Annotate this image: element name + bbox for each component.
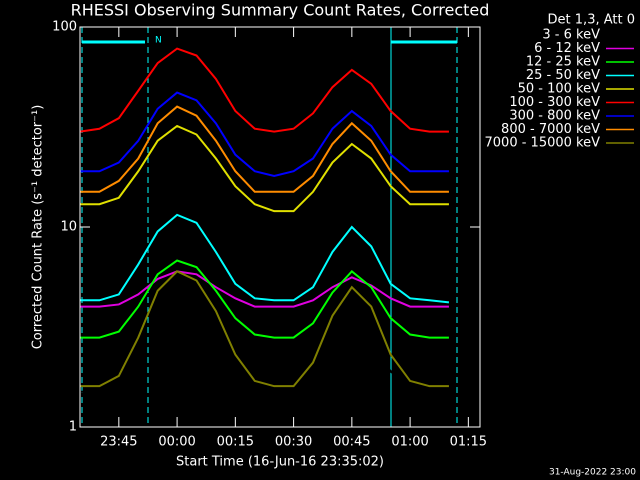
annotation: N bbox=[155, 36, 162, 46]
legend-label: 6 - 12 keV bbox=[534, 41, 600, 56]
chart-title: RHESSI Observing Summary Count Rates, Co… bbox=[71, 1, 490, 20]
legend-label: 12 - 25 keV bbox=[526, 55, 600, 70]
legend-title: Det 1,3, Att 0 bbox=[548, 13, 635, 28]
footer: 31-Aug-2022 23:00 bbox=[549, 468, 636, 478]
series-line bbox=[80, 213, 450, 304]
y-axis-label: Corrected Count Rate (s⁻¹ detector⁻¹) bbox=[31, 105, 46, 350]
y-tick-label: 10 bbox=[60, 220, 77, 235]
legend-label: 25 - 50 keV bbox=[526, 68, 600, 83]
legend-label: 3 - 6 keV bbox=[542, 28, 600, 43]
x-tick-label: 00:45 bbox=[333, 435, 370, 450]
x-tick-label: 00:30 bbox=[275, 435, 312, 450]
x-tick-label: 01:00 bbox=[391, 435, 428, 450]
series-line bbox=[79, 47, 449, 133]
series-line bbox=[80, 91, 449, 177]
y-tick-label: 100 bbox=[52, 20, 77, 35]
legend-label: 100 - 300 keV bbox=[509, 95, 600, 110]
series-line bbox=[80, 259, 449, 339]
x-tick-label: 23:45 bbox=[100, 435, 137, 450]
series-line bbox=[80, 317, 449, 393]
legend-label: 7000 - 15000 keV bbox=[485, 136, 601, 151]
series-line bbox=[80, 124, 449, 213]
legend-label: 300 - 800 keV bbox=[509, 109, 600, 124]
legend-label: 50 - 100 keV bbox=[518, 82, 601, 97]
y-tick-label: 1 bbox=[69, 420, 77, 435]
series-line bbox=[80, 270, 449, 308]
series-line bbox=[80, 270, 449, 388]
plot-area bbox=[79, 47, 450, 393]
x-tick-label: 01:15 bbox=[450, 435, 487, 450]
legend-label: 800 - 7000 keV bbox=[501, 122, 600, 137]
x-tick-label: 00:00 bbox=[158, 435, 195, 450]
x-axis-label: Start Time (16-Jun-16 23:35:02) bbox=[176, 455, 384, 470]
x-tick-label: 00:15 bbox=[217, 435, 254, 450]
series-line bbox=[80, 105, 449, 193]
